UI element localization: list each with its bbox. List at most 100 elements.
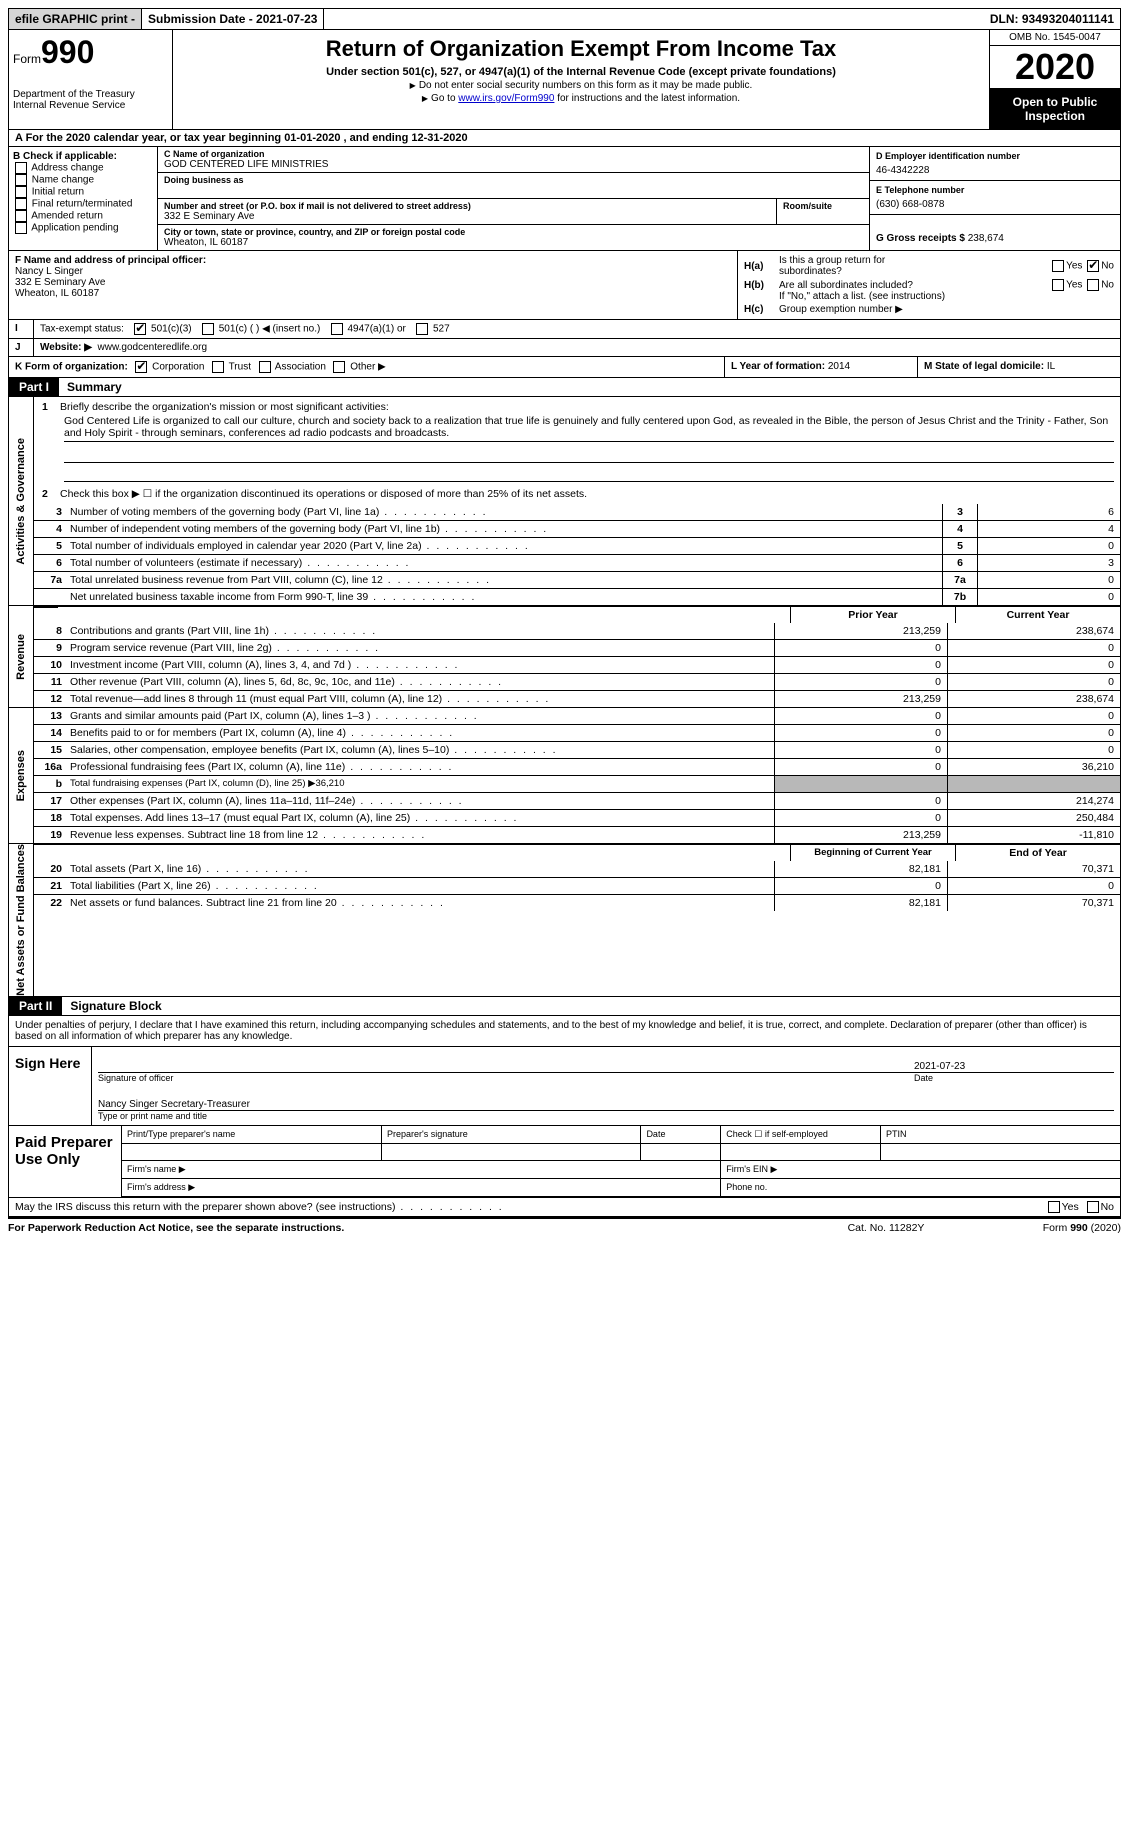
col-l: L Year of formation: 2014 (725, 357, 918, 377)
opt-501c: 501(c) ( ) ◀ (insert no.) (219, 324, 321, 335)
checkbox-addr-change[interactable] (15, 162, 27, 174)
prep-h2: Preparer's signature (381, 1126, 640, 1144)
k-trust[interactable] (212, 361, 224, 373)
l-label: L Year of formation: (731, 361, 828, 372)
checkbox-initial[interactable] (15, 186, 27, 198)
netassets-section: Net Assets or Fund Balances Beginning of… (8, 844, 1121, 997)
blank-line-2 (64, 469, 1114, 482)
i-501c[interactable] (202, 323, 214, 335)
org-name: GOD CENTERED LIFE MINISTRIES (164, 159, 863, 170)
lbl-addr-change: Address change (31, 163, 103, 174)
col-h: H(a) Is this a group return forsubordina… (738, 251, 1120, 319)
summary-line: 14Benefits paid to or for members (Part … (34, 724, 1120, 741)
lbl-no: No (1101, 1201, 1114, 1213)
prep-h3: Date (641, 1126, 721, 1144)
gross-receipts: 238,674 (968, 233, 1004, 244)
i-527[interactable] (416, 323, 428, 335)
prep-h4: Check ☐ if self-employed (721, 1126, 881, 1144)
year-formation: 2014 (828, 361, 850, 372)
j-label: Website: ▶ (40, 342, 92, 353)
phone: (630) 668-0878 (876, 199, 1114, 210)
g-label: G Gross receipts $ (876, 233, 968, 244)
firm-ein: Firm's EIN ▶ (721, 1160, 1120, 1178)
i-4947[interactable] (331, 323, 343, 335)
row-a-tax-year: A For the 2020 calendar year, or tax yea… (8, 130, 1121, 147)
col-b-header: B Check if applicable: (13, 151, 153, 162)
discuss-no[interactable] (1087, 1201, 1099, 1213)
part1-label: Part I (9, 378, 59, 396)
d-label: D Employer identification number (876, 151, 1114, 161)
lbl-yes: Yes (1062, 1201, 1079, 1213)
dba-label: Doing business as (164, 175, 863, 185)
expenses-section: Expenses 13Grants and similar amounts pa… (8, 708, 1121, 844)
footer-right: Form 990 (2020) (961, 1222, 1121, 1234)
org-city: Wheaton, IL 60187 (164, 237, 863, 248)
lbl-amended: Amended return (31, 211, 103, 222)
k-other[interactable] (333, 361, 345, 373)
row-klm: K Form of organization: Corporation Trus… (8, 357, 1121, 378)
opt-corp: Corporation (152, 362, 204, 373)
discuss-row: May the IRS discuss this return with the… (8, 1198, 1121, 1217)
ha-no[interactable] (1087, 260, 1099, 272)
signature-intro: Under penalties of perjury, I declare th… (8, 1016, 1121, 1047)
checkbox-final[interactable] (15, 198, 27, 210)
footer-center: Cat. No. 11282Y (811, 1222, 961, 1234)
opt-527: 527 (433, 324, 450, 335)
block-fh: F Name and address of principal officer:… (8, 251, 1121, 320)
k-assoc[interactable] (259, 361, 271, 373)
form990-link[interactable]: www.irs.gov/Form990 (458, 93, 554, 104)
q1-num: 1 (42, 401, 60, 415)
f-label: F Name and address of principal officer: (15, 255, 206, 266)
mission-answer: God Centered Life is organized to call o… (64, 415, 1114, 442)
preparer-block: Paid Preparer Use Only Print/Type prepar… (8, 1126, 1121, 1198)
m-label: M State of legal domicile: (924, 361, 1047, 372)
instr2-post: for instructions and the latest informat… (554, 93, 740, 104)
summary-line: 17Other expenses (Part IX, column (A), l… (34, 792, 1120, 809)
part1-title: Summary (59, 378, 130, 396)
col-c: C Name of organization GOD CENTERED LIFE… (158, 147, 869, 250)
governance-tab: Activities & Governance (9, 397, 34, 605)
i-501c3[interactable] (134, 323, 146, 335)
instruction-2: Go to www.irs.gov/Form990 for instructio… (181, 93, 981, 104)
checkbox-name-change[interactable] (15, 174, 27, 186)
officer-name: Nancy L Singer (15, 266, 83, 277)
sig-date: 2021-07-23 (914, 1061, 1114, 1072)
header-right: OMB No. 1545-0047 2020 Open to Public In… (989, 30, 1120, 129)
discuss-yes[interactable] (1048, 1201, 1060, 1213)
summary-line: 12Total revenue—add lines 8 through 11 (… (34, 690, 1120, 707)
i-label: Tax-exempt status: (40, 324, 124, 335)
hdr-end: End of Year (955, 845, 1120, 861)
preparer-table: Print/Type preparer's name Preparer's si… (122, 1126, 1120, 1197)
row-j: J Website: ▶ www.godcenteredlife.org (8, 339, 1121, 357)
open-inspection: Open to Public Inspection (990, 89, 1120, 129)
dept-treasury: Department of the Treasury Internal Reve… (13, 89, 168, 111)
h-note: If "No," attach a list. (see instruction… (744, 291, 1114, 302)
opt-assoc: Association (275, 362, 326, 373)
summary-line: 8Contributions and grants (Part VIII, li… (34, 623, 1120, 639)
lbl-pending: Application pending (31, 223, 118, 234)
domicile: IL (1047, 361, 1055, 372)
hdr-prior-year: Prior Year (790, 607, 955, 623)
tax-year: 2020 (990, 46, 1120, 89)
col-m: M State of legal domicile: IL (918, 357, 1120, 377)
q2-text: Check this box ▶ ☐ if the organization d… (60, 488, 587, 500)
page-footer: For Paperwork Reduction Act Notice, see … (8, 1217, 1121, 1237)
revenue-tab: Revenue (9, 606, 34, 707)
checkbox-pending[interactable] (15, 222, 27, 234)
hb-no[interactable] (1087, 279, 1099, 291)
hdr-current-year: Current Year (955, 607, 1120, 623)
revenue-section: Revenue Prior Year Current Year 8Contrib… (8, 606, 1121, 708)
org-street: 332 E Seminary Ave (164, 211, 770, 222)
prep-h5: PTIN (880, 1126, 1120, 1144)
opt-501c3: 501(c)(3) (151, 324, 192, 335)
k-corp[interactable] (135, 361, 147, 373)
efile-print[interactable]: efile GRAPHIC print - (9, 9, 142, 29)
summary-line: 4Number of independent voting members of… (34, 520, 1120, 537)
form-label: Form (13, 52, 41, 66)
c-label: C Name of organization (164, 149, 863, 159)
checkbox-amended[interactable] (15, 210, 27, 222)
summary-line: 21Total liabilities (Part X, line 26)00 (34, 877, 1120, 894)
hb-yes[interactable] (1052, 279, 1064, 291)
hb-label: Are all subordinates included? (779, 280, 1050, 291)
ha-yes[interactable] (1052, 260, 1064, 272)
